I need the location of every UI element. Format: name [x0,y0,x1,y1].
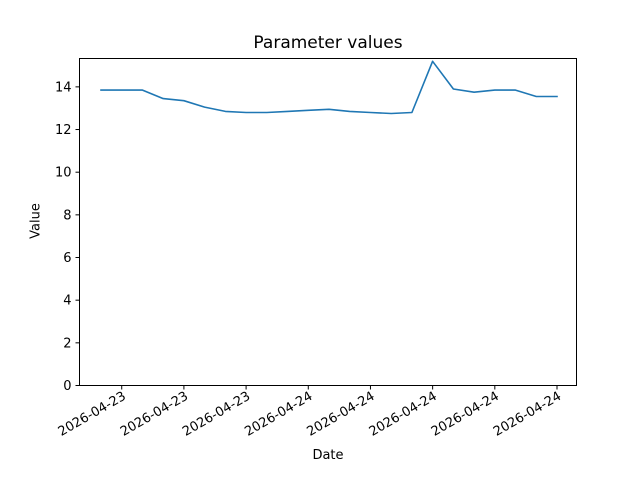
x-tick-label: 2026-04-24 [242,389,315,440]
y-axis-label: Value [28,203,44,239]
y-tick-label: 4 [63,294,71,309]
y-tick-label: 10 [55,166,72,181]
y-tick-label: 12 [55,123,72,138]
x-tick-label: 2026-04-24 [367,389,440,440]
x-tick-label: 2026-04-23 [118,389,191,440]
plot-spines [79,58,577,386]
x-axis-label: Date [312,448,344,463]
x-tick-label: 2026-04-24 [491,389,564,440]
chart-title: Parameter values [253,33,403,53]
y-tick-label: 14 [55,80,72,95]
data-line-parameter-values [100,60,558,115]
y-tick-label: 6 [63,251,71,266]
y-tick-label: 2 [63,336,71,351]
x-tick-label: 2026-04-23 [180,389,253,440]
x-tick-label: 2026-04-24 [429,389,502,440]
y-tick-label: 0 [63,379,71,394]
y-tick-label: 8 [63,208,71,223]
x-tick-label: 2026-04-24 [305,389,378,440]
x-tick-label: 2026-04-23 [56,389,129,440]
